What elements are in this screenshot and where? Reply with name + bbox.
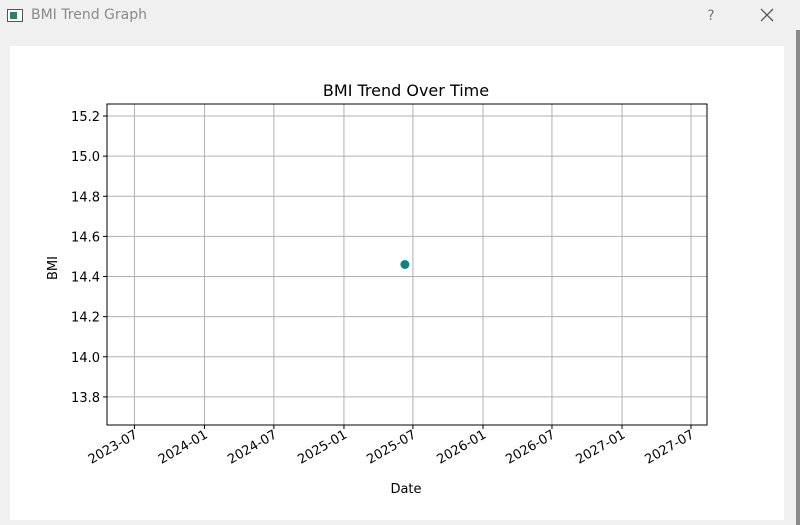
x-axis: 2023-07 2024-01 2024-07 2025-01 2025-07 2026-… [86,425,697,468]
close-button[interactable] [752,3,782,29]
y-axis: 13.8 14.0 14.2 14.4 14.6 14.8 15.0 15.2 [71,110,107,406]
y-axis-label: BMI [46,256,61,280]
y-tick-label: 13.8 [71,391,100,406]
y-tick-label: 14.4 [71,271,100,286]
x-tick-label: 2027-01 [573,427,628,467]
y-tick-label: 14.6 [71,230,100,245]
data-point [400,260,410,269]
x-tick-label: 2026-01 [434,427,489,467]
chart-title: BMI Trend Over Time [323,81,489,100]
title-bar: BMI Trend Graph ? [0,0,800,34]
x-tick-label: 2024-07 [225,427,280,467]
x-tick-label: 2023-07 [86,427,141,467]
chart-area: BMI Trend Over Time 2023-07 2024-01 2024-0… [10,46,784,520]
close-icon [760,8,774,22]
x-tick-label: 2026-07 [503,427,558,467]
window-edge [796,30,800,525]
plot-frame [106,103,708,426]
y-tick-label: 14.2 [71,311,100,326]
y-tick-label: 15.2 [71,110,100,125]
y-tick-label: 14.8 [71,190,100,205]
y-tick-label: 14.0 [71,351,100,366]
grid-lines [107,104,707,425]
help-button[interactable]: ? [707,8,715,24]
window-app-icon [7,9,23,22]
data-points [400,260,410,269]
x-tick-label: 2027-07 [642,427,697,467]
x-tick-label: 2025-01 [295,427,350,467]
x-tick-label: 2025-07 [364,427,419,467]
window-title: BMI Trend Graph [31,7,147,23]
y-tick-label: 15.0 [71,150,100,165]
x-axis-label: Date [390,482,421,497]
x-tick-label: 2024-01 [156,427,211,467]
bmi-chart: BMI Trend Over Time 2023-07 2024-01 2024-0… [46,81,708,497]
